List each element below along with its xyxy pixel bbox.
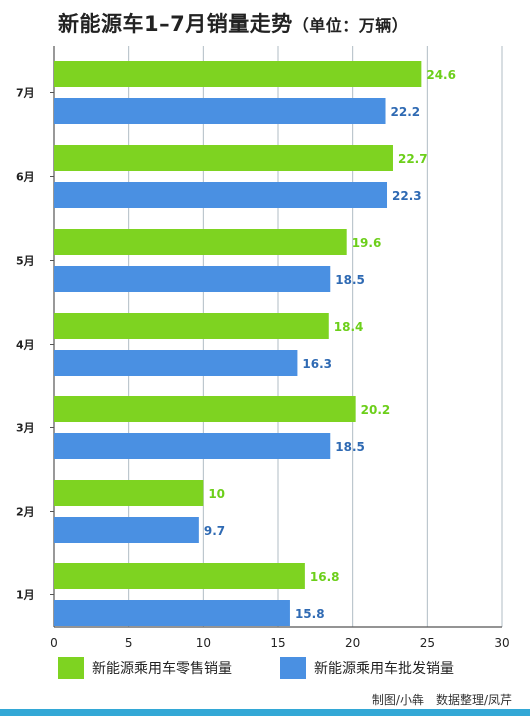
x-tick-label: 30: [494, 636, 509, 650]
bar-wholesale: [54, 517, 199, 543]
y-category-label: 3月: [16, 422, 35, 435]
chart-title-text: 新能源车1–7月销量走势: [58, 12, 293, 36]
legend-swatch: [58, 657, 84, 679]
x-tick-label: 15: [270, 636, 285, 650]
data-label: 10: [208, 487, 225, 501]
legend-label: 新能源乘用车零售销量: [92, 660, 232, 677]
bottom-band: [0, 709, 530, 716]
bar-retail: [54, 480, 204, 506]
bar-wholesale: [54, 600, 290, 626]
data-label: 15.8: [295, 607, 325, 621]
legend-swatch: [280, 657, 306, 679]
bar-retail: [54, 563, 305, 589]
bar-retail: [54, 229, 347, 255]
data-label: 20.2: [361, 403, 391, 417]
legend-label: 新能源乘用车批发销量: [314, 660, 454, 677]
bar-wholesale: [54, 350, 298, 376]
x-tick-label: 5: [125, 636, 133, 650]
x-tick-label: 10: [196, 636, 211, 650]
data-label: 18.4: [334, 320, 364, 334]
bar-retail: [54, 396, 356, 422]
bar-wholesale: [54, 182, 388, 208]
bar-retail: [54, 61, 422, 87]
data-label: 18.5: [335, 440, 365, 454]
y-category-label: 6月: [16, 171, 35, 184]
x-tick-label: 20: [345, 636, 360, 650]
y-category-label: 2月: [16, 506, 35, 519]
data-label: 16.3: [302, 357, 332, 371]
y-category-label: 5月: [16, 255, 35, 268]
bar-wholesale: [54, 433, 331, 459]
bar-wholesale: [54, 98, 386, 124]
chart-title: 新能源车1–7月销量走势（单位：万辆）: [58, 8, 408, 38]
bar-retail: [54, 313, 329, 339]
data-label: 22.2: [391, 105, 421, 119]
x-tick-label: 25: [420, 636, 435, 650]
data-label: 22.7: [398, 152, 428, 166]
chart-unit-note: （单位：万辆）: [292, 16, 409, 35]
data-label: 16.8: [310, 570, 340, 584]
data-label: 19.6: [352, 236, 382, 250]
data-label: 24.6: [426, 68, 456, 82]
bar-retail: [54, 145, 393, 171]
y-category-label: 4月: [16, 339, 35, 352]
data-label: 18.5: [335, 273, 365, 287]
bar-wholesale: [54, 266, 331, 292]
footer-credit: 制图/小犇 数据整理/凤芹: [371, 693, 512, 707]
data-label: 9.7: [204, 524, 225, 538]
x-tick-label: 0: [50, 636, 58, 650]
y-category-label: 1月: [16, 589, 35, 602]
y-category-label: 7月: [16, 87, 35, 100]
data-label: 22.3: [392, 189, 422, 203]
